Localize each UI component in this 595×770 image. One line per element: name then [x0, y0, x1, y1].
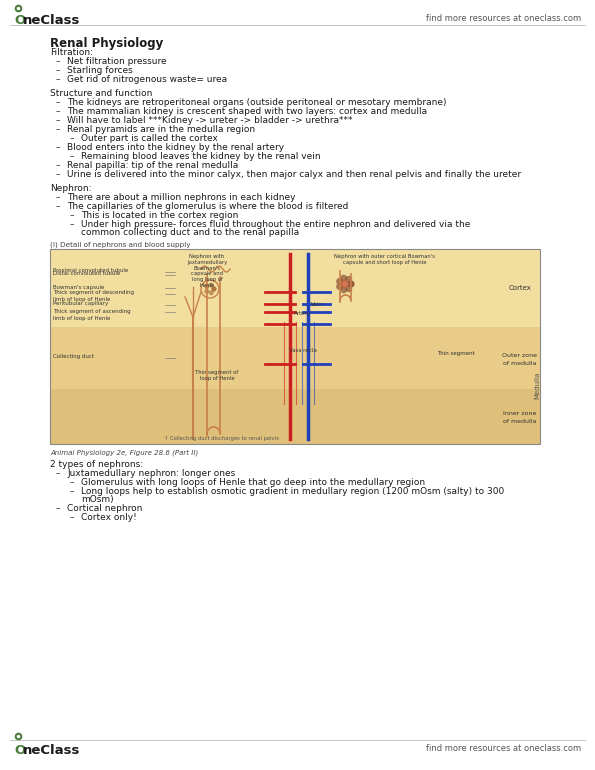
Text: –: –	[70, 152, 74, 161]
Text: –: –	[56, 66, 61, 75]
Circle shape	[336, 278, 343, 285]
Circle shape	[211, 286, 217, 292]
Text: neClass: neClass	[23, 744, 80, 757]
Text: ↑ Collecting duct discharges to renal pelvis: ↑ Collecting duct discharges to renal pe…	[164, 436, 279, 441]
Text: Get rid of nitrogenous waste= urea: Get rid of nitrogenous waste= urea	[67, 75, 227, 84]
Bar	[50, 390, 540, 444]
Text: The capillaries of the glomerulus is where the blood is filtered: The capillaries of the glomerulus is whe…	[67, 202, 349, 211]
Text: –: –	[56, 98, 61, 107]
Text: Distal convoluted tubule: Distal convoluted tubule	[53, 272, 120, 276]
Text: Remaining blood leaves the kidney by the renal vein: Remaining blood leaves the kidney by the…	[81, 152, 321, 161]
Text: –: –	[56, 170, 61, 179]
Circle shape	[347, 280, 355, 287]
Circle shape	[336, 283, 343, 290]
Text: –: –	[70, 220, 74, 229]
Circle shape	[340, 286, 347, 293]
Bar	[50, 249, 540, 327]
Text: Cortical nephron: Cortical nephron	[67, 504, 142, 513]
Text: Long loops help to establish osmotic gradient in medullary region (1200 mOsm (sa: Long loops help to establish osmotic gra…	[81, 487, 504, 496]
Circle shape	[209, 290, 214, 296]
Circle shape	[341, 280, 349, 288]
Text: Peritubular capillary: Peritubular capillary	[53, 302, 108, 306]
Circle shape	[340, 275, 347, 282]
Text: Animal Physiology 2e, Figure 28.6 (Part II): Animal Physiology 2e, Figure 28.6 (Part …	[50, 449, 198, 456]
Text: –: –	[70, 134, 74, 143]
Text: –: –	[70, 513, 74, 522]
Text: Nephron with
juxtamedullary
Bowman's
capsule and
long loop of
Henle: Nephron with juxtamedullary Bowman's cap…	[187, 254, 227, 288]
Text: Starling forces: Starling forces	[67, 66, 133, 75]
Text: –: –	[70, 478, 74, 487]
Circle shape	[209, 283, 214, 288]
Text: neClass: neClass	[23, 14, 80, 27]
Circle shape	[204, 289, 209, 294]
Text: –: –	[56, 107, 61, 116]
Text: common collecting duct and to the renal papilla: common collecting duct and to the renal …	[81, 228, 299, 237]
Text: –: –	[56, 193, 61, 202]
Text: Outer zone: Outer zone	[503, 353, 537, 358]
Bar	[50, 249, 540, 444]
Text: Renal papilla: tip of the renal medulla: Renal papilla: tip of the renal medulla	[67, 161, 238, 170]
Text: 2 types of nephrons:: 2 types of nephrons:	[50, 460, 143, 469]
Text: O: O	[14, 744, 25, 757]
Bar	[50, 327, 540, 390]
Text: Cortex only!: Cortex only!	[81, 513, 137, 522]
Text: –: –	[70, 211, 74, 220]
Text: Vein: Vein	[311, 302, 322, 307]
Circle shape	[345, 285, 352, 292]
Text: mOsm): mOsm)	[81, 495, 114, 504]
Text: –: –	[56, 57, 61, 66]
Text: –: –	[70, 487, 74, 496]
Text: Proximal convoluted tubule: Proximal convoluted tubule	[53, 269, 129, 273]
Circle shape	[347, 280, 355, 287]
Text: find more resources at oneclass.com: find more resources at oneclass.com	[426, 14, 581, 23]
Text: There are about a million nephrons in each kidney: There are about a million nephrons in ea…	[67, 193, 296, 202]
Text: Under high pressure- forces fluid throughout the entire nephron and delivered vi: Under high pressure- forces fluid throug…	[81, 220, 471, 229]
Text: –: –	[56, 469, 61, 478]
Text: Will have to label ***Kidney -> ureter -> bladder -> urethra***: Will have to label ***Kidney -> ureter -…	[67, 116, 352, 125]
Circle shape	[345, 276, 352, 283]
Text: of medulla: of medulla	[503, 419, 537, 424]
Circle shape	[204, 284, 209, 290]
Text: of medulla: of medulla	[503, 360, 537, 366]
Text: Renal pyramids are in the medulla region: Renal pyramids are in the medulla region	[67, 125, 255, 134]
Text: find more resources at oneclass.com: find more resources at oneclass.com	[426, 744, 581, 753]
Text: –: –	[56, 116, 61, 125]
Text: –: –	[56, 202, 61, 211]
Text: –: –	[56, 504, 61, 513]
Text: Vasa recta: Vasa recta	[289, 349, 317, 353]
Circle shape	[211, 286, 217, 292]
Text: Blood enters into the kidney by the renal artery: Blood enters into the kidney by the rena…	[67, 143, 284, 152]
Text: limb of loop of Henle: limb of loop of Henle	[53, 297, 111, 302]
Text: Outer part is called the cortex: Outer part is called the cortex	[81, 134, 218, 143]
Text: Structure and function: Structure and function	[50, 89, 152, 98]
Text: Inner zone: Inner zone	[503, 411, 537, 417]
Text: Thin segment: Thin segment	[437, 351, 475, 357]
Text: The kidneys are retroperitoneal organs (outside peritoneal or mesotary membrane): The kidneys are retroperitoneal organs (…	[67, 98, 446, 107]
Text: Collecting duct: Collecting duct	[53, 354, 94, 359]
Text: The mammalian kidney is crescent shaped with two layers: cortex and medulla: The mammalian kidney is crescent shaped …	[67, 107, 427, 116]
Text: Urine is delivered into the minor calyx, then major calyx and then renal pelvis : Urine is delivered into the minor calyx,…	[67, 170, 521, 179]
Text: O: O	[14, 14, 25, 27]
Text: –: –	[56, 75, 61, 84]
Text: Filtration:: Filtration:	[50, 48, 93, 57]
Text: Glomerulus with long loops of Henle that go deep into the medullary region: Glomerulus with long loops of Henle that…	[81, 478, 425, 487]
Text: Medulla: Medulla	[534, 372, 540, 399]
Text: Thick segment of ascending: Thick segment of ascending	[53, 309, 131, 314]
Text: Nephron with outer cortical Bowman's
capsule and short loop of Henle: Nephron with outer cortical Bowman's cap…	[334, 254, 436, 265]
Text: (I) Detail of nephrons and blood supply: (I) Detail of nephrons and blood supply	[50, 242, 190, 249]
Text: Artery: Artery	[294, 311, 311, 316]
Text: Juxtamedullary nephron: longer ones: Juxtamedullary nephron: longer ones	[67, 469, 235, 478]
Text: This is located in the cortex region: This is located in the cortex region	[81, 211, 239, 220]
Text: –: –	[56, 143, 61, 152]
Text: –: –	[56, 161, 61, 170]
Text: Net filtration pressure: Net filtration pressure	[67, 57, 167, 66]
Text: Cortex: Cortex	[509, 285, 531, 291]
Text: Renal Physiology: Renal Physiology	[50, 37, 163, 50]
Text: Bowman's capsule: Bowman's capsule	[53, 284, 104, 290]
Text: Nephron:: Nephron:	[50, 184, 92, 193]
Text: –: –	[56, 125, 61, 134]
Text: limb of loop of Henle: limb of loop of Henle	[53, 316, 111, 321]
Text: Thin segment of
loop of Henle: Thin segment of loop of Henle	[195, 370, 239, 381]
Text: Thick segment of descending: Thick segment of descending	[53, 290, 134, 295]
